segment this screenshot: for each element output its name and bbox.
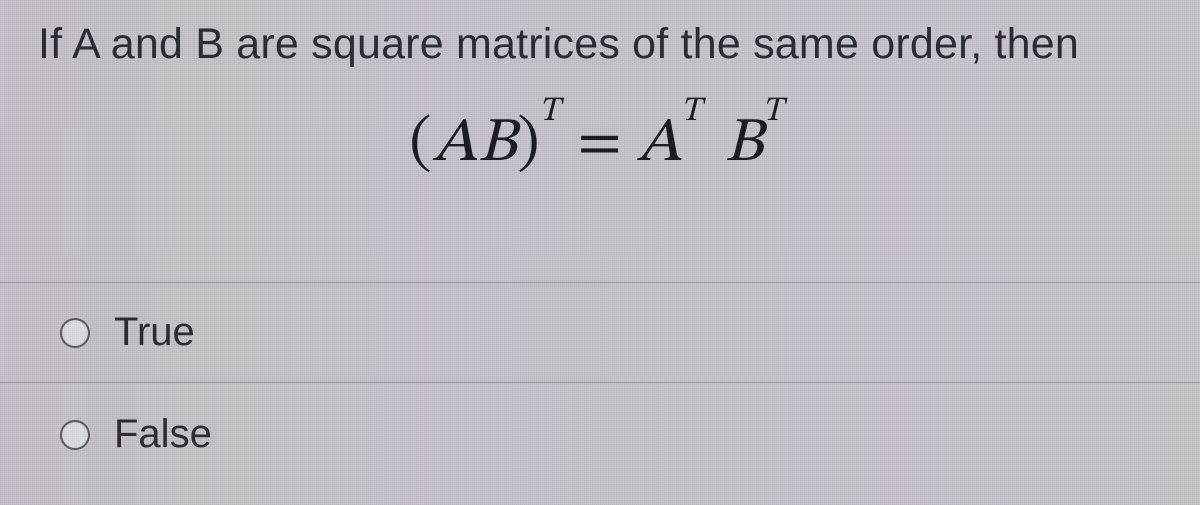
answer-options: True False [0,282,1200,486]
equation-equals-sign: = [567,113,637,175]
option-label: False [114,412,212,457]
radio-icon [60,318,90,348]
equation-lhs-exponent: T [539,95,566,129]
question-prompt: If A and B are square matrices of the sa… [38,20,1079,69]
equation-close-paren: ) [517,113,540,175]
option-false[interactable]: False [0,382,1200,486]
option-label: True [114,310,195,355]
option-true[interactable]: True [0,282,1200,382]
equation-lhs-base: AB [433,113,518,175]
equation-rhs-term2-base: B [725,113,764,175]
equation-rhs-term1-exponent: T [681,95,708,129]
quiz-question: If A and B are square matrices of the sa… [0,0,1200,505]
radio-icon [60,420,90,450]
equation-rhs-term1-base: A [637,113,683,175]
question-equation: (AB)T=AT BT [0,105,1200,183]
equation-rhs-term2-exponent: T [762,95,789,129]
equation-open-paren: ( [409,113,432,175]
